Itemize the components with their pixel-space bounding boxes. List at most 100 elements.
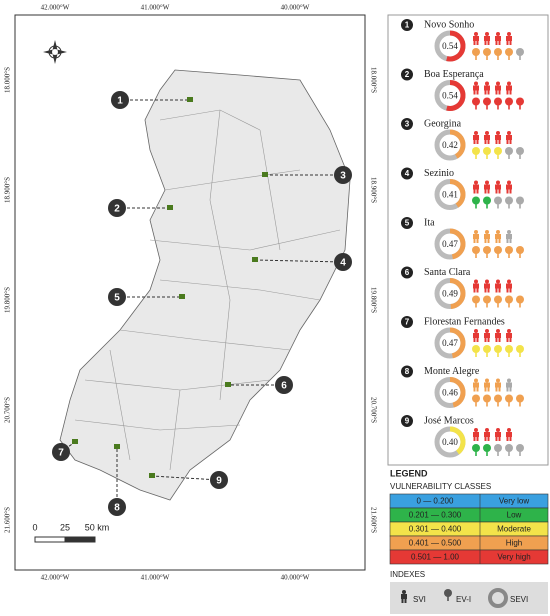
community-name: Sezinio [424, 168, 454, 179]
svi-icon [495, 230, 501, 243]
class-label: Very low [499, 497, 529, 506]
marker-number: 7 [58, 448, 64, 459]
sevi-value: 0.49 [442, 289, 458, 299]
marker [108, 288, 126, 306]
class-label: Very high [497, 553, 530, 562]
svi-icon [506, 230, 512, 243]
svi-icon [506, 32, 512, 45]
sevi-arc [449, 377, 466, 408]
evi-icon [483, 246, 491, 258]
index-label: EV-I [456, 595, 471, 604]
evi-icon [516, 48, 524, 60]
svi-icon [506, 279, 512, 293]
lat-label: 18.900°S [4, 177, 12, 203]
community-site [72, 439, 78, 444]
community-name: Monte Alegre [424, 366, 480, 377]
lon-label: 42.000°W [41, 574, 70, 582]
class-range: 0.401 — 0.500 [409, 539, 462, 548]
index-label: SEVI [510, 595, 528, 604]
sevi-arc [449, 327, 466, 359]
lon-label: 42.000°W [41, 4, 70, 12]
marker-number: 3 [340, 171, 346, 182]
evi-icon [472, 246, 480, 258]
scale-bar [64, 536, 96, 543]
evi-icon [505, 196, 513, 209]
badge-number: 9 [405, 417, 410, 426]
evi-icon [494, 295, 502, 308]
sevi-arc [449, 129, 466, 159]
lat-label: 20.700°S [4, 397, 12, 423]
class-range: 0.301 — 0.400 [409, 525, 462, 534]
community-site [149, 473, 155, 478]
scale-label: 50 km [85, 522, 110, 532]
marker [108, 199, 126, 217]
scale-bar [34, 536, 66, 543]
community-name: Santa Clara [424, 267, 471, 278]
number-badge [401, 365, 413, 378]
sevi-value: 0.41 [442, 190, 458, 200]
evi-icon [494, 345, 502, 357]
evi-icon [483, 295, 491, 308]
evi-icon [483, 147, 491, 159]
municipal-borders [74, 109, 341, 471]
indexes-box [390, 582, 548, 614]
evi-icon [494, 147, 502, 159]
lon-label: 41.000°W [141, 4, 170, 12]
lat-label: 19.800°S [369, 287, 377, 313]
evi-icon [516, 345, 524, 357]
state-outline [59, 69, 351, 501]
marker [210, 471, 228, 489]
community-name: Georgina [424, 118, 462, 129]
number-badge [401, 415, 413, 427]
legend-subtitle: VULNERABILITY CLASSES [390, 482, 491, 491]
class-swatch [389, 549, 549, 565]
marker [334, 166, 352, 184]
community-site [225, 382, 231, 387]
lon-label: 40.000°W [281, 4, 310, 12]
community-site [187, 97, 193, 102]
svi-icon [484, 180, 490, 194]
evi-icon [483, 444, 491, 456]
svi-icon [495, 428, 501, 441]
svi-icon [506, 428, 512, 441]
marker [275, 376, 293, 394]
evi-icon [516, 196, 524, 209]
marker-number: 9 [216, 476, 222, 487]
class-range: 0.201 — 0.300 [409, 511, 462, 520]
class-label: Low [507, 511, 522, 520]
svi-icon [484, 81, 490, 95]
evi-icon [483, 196, 491, 209]
svi-icon [495, 180, 501, 194]
evi-icon [472, 444, 480, 456]
svi-icon [484, 428, 490, 441]
sevi-arc [446, 80, 466, 111]
community-name: José Marcos [424, 415, 474, 426]
svi-icon [506, 378, 512, 392]
badge-number: 8 [405, 367, 410, 376]
lon-label: 41.000°W [141, 574, 170, 582]
marker-number: 6 [281, 381, 287, 392]
evi-icon [505, 394, 513, 407]
indexes-title: INDEXES [390, 570, 425, 579]
sevi-arc [449, 228, 466, 260]
number-badge [401, 167, 413, 180]
community-name: Florestan Fernandes [424, 316, 505, 327]
svi-icon [495, 279, 501, 293]
badge-number: 3 [405, 120, 410, 129]
evi-icon [494, 246, 502, 258]
badge-number: 4 [405, 169, 410, 178]
community-site [252, 257, 258, 262]
class-label: Moderate [497, 525, 531, 534]
north-arrow [43, 40, 67, 64]
svi-icon [473, 81, 479, 95]
sevi-value: 0.42 [442, 140, 458, 150]
evi-icon [516, 97, 524, 110]
badge-number: 6 [405, 268, 410, 277]
lat-label: 18.000°S [369, 67, 377, 93]
evi-icon [505, 97, 513, 110]
sevi-arc [449, 278, 466, 309]
community-panel [387, 14, 549, 466]
number-badge [401, 217, 413, 229]
badge-number: 7 [405, 318, 410, 327]
